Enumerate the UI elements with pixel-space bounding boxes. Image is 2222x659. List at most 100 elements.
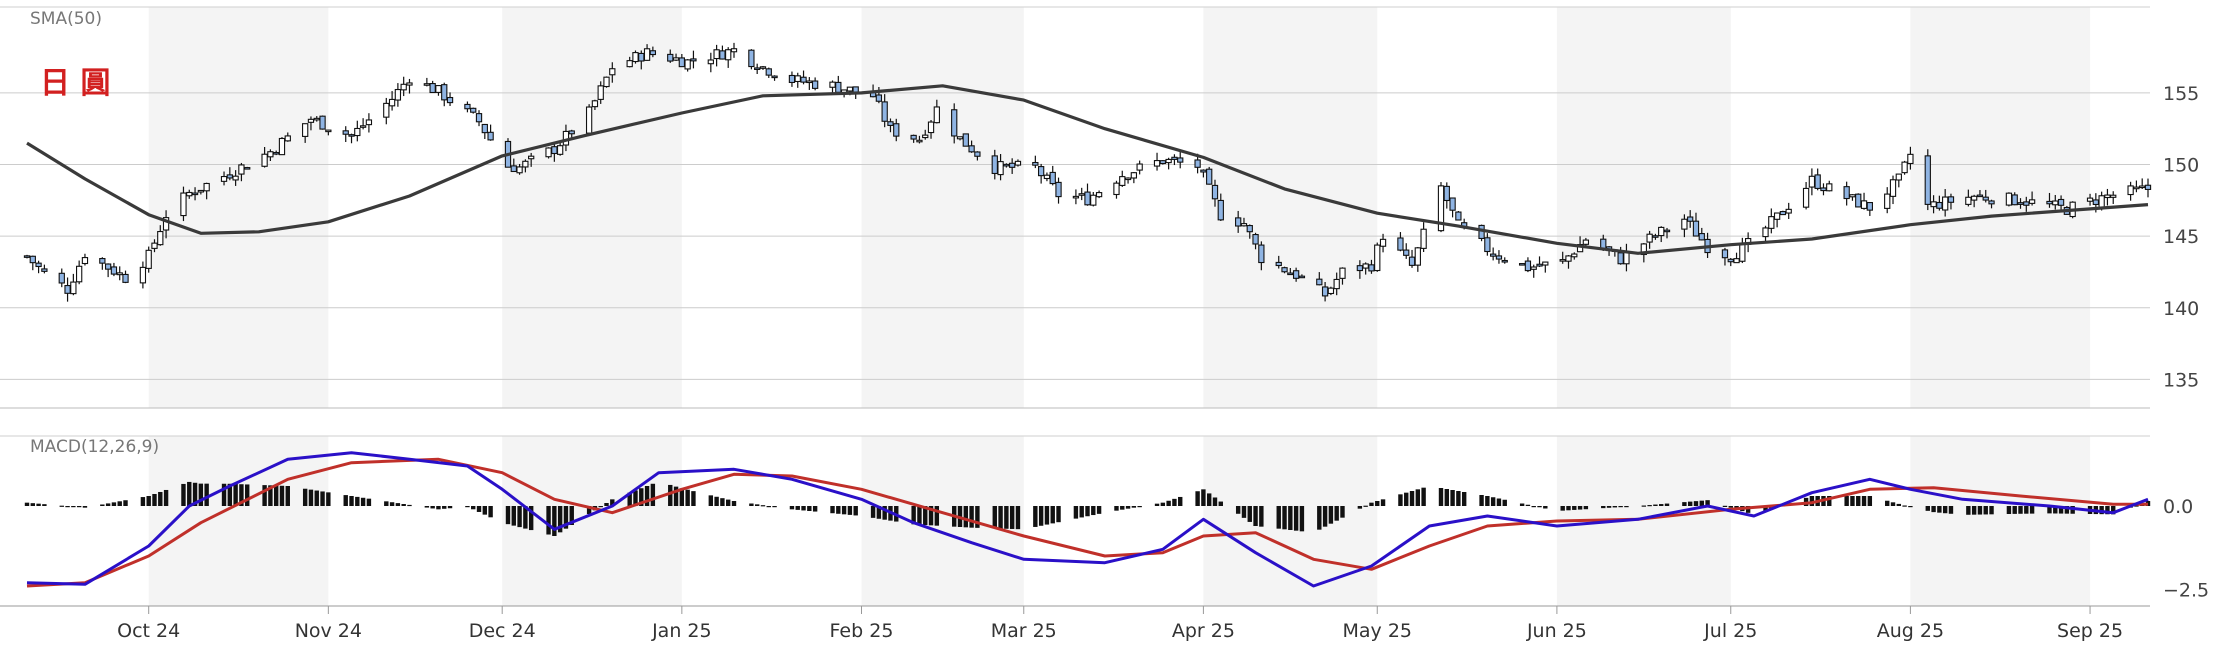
macd-hist-bar [1809,496,1815,506]
macd-hist-bar [1288,506,1293,530]
candle-body [162,217,170,231]
macd-hist-bar [934,506,940,526]
macd-hist-bar [1415,489,1421,506]
candle-body [1855,193,1862,208]
candle-body [1518,263,1526,266]
candle-body [1211,184,1219,200]
candle-body [342,130,349,135]
macd-hist-bar [917,506,922,525]
candle-body [1206,168,1213,185]
macd-hist-bar [673,486,679,506]
candle-body [626,60,633,68]
candle-body [273,152,280,155]
macd-hist-bar [1977,506,1983,515]
candle-body [788,74,796,84]
macd-hist-bar [644,486,650,506]
macd-hist-bar [2018,506,2023,514]
candle-body [1177,157,1184,163]
candle-body [388,98,396,107]
macd-hist-bar [355,496,360,506]
candle-body [1252,234,1259,245]
candle-body [446,96,454,104]
candle-body [1124,177,1132,181]
candle-body [470,107,477,113]
macd-hist-bar [2012,506,2017,514]
candle-body [771,75,778,79]
candle-body [203,182,210,192]
candle-body [1687,216,1694,222]
macd-hist-bar [1398,494,1403,506]
macd-hist-bar [2064,506,2070,514]
macd-hist-bar [1624,506,1629,508]
macd-hist-bar [668,484,673,506]
macd-hist-bar [1948,506,1954,514]
candle-body [226,174,233,179]
macd-hist-bar [349,496,354,506]
macd-hist-bar [1444,489,1449,506]
candle-body [2005,192,2013,206]
macd-hist-bar [384,501,389,506]
macd-hist-bar [766,506,771,508]
candle-body [835,81,842,93]
macd-hist-bar [876,506,882,519]
candle-body [2139,185,2146,189]
candle-body [1165,158,1172,164]
macd-hist-bar [586,506,592,514]
macd-hist-bar [30,503,35,506]
macd-hist-bar [1682,502,1687,506]
candle-body [1623,251,1630,265]
macd-hist-bar [152,493,157,506]
macd-hist-bar [401,504,406,506]
macd-hist-bar [1201,489,1206,506]
candle-body [81,257,89,265]
candle-body [2011,194,2018,206]
candle-body [2144,184,2152,190]
candle-body [609,68,616,76]
candle-body [1814,174,1821,189]
candle-body [765,68,772,76]
candle-body [1559,259,1566,262]
macd-hist-bar [1572,506,1577,510]
macd-hist-bar [1745,506,1751,513]
macd-hist-bar [471,506,476,510]
candle-body [1356,265,1364,272]
macd-hist-bar [1560,506,1565,511]
macd-hist-bar [1195,491,1200,506]
macd-hist-bar [610,499,615,506]
macd-hist-bar [1618,506,1623,508]
candle-body [806,80,813,84]
candle-body [29,255,36,264]
candle-body [1785,208,1792,214]
candle-body [1768,216,1775,229]
macd-hist-bar [685,489,690,506]
macd-hist-bar [343,495,348,506]
candle-body [1287,272,1294,276]
macd-hist-bar [65,506,70,508]
candle-body [510,165,517,173]
candle-body [556,145,564,155]
macd-hist-bar [633,490,638,506]
candle-body [1072,195,1080,199]
macd-hist-bar [1125,506,1131,509]
macd-hist-bar [1856,496,1861,506]
macd-hist-bar [992,506,997,529]
candle-body [522,160,529,168]
month-label: Oct 24 [117,620,180,642]
macd-hist-bar [1131,506,1137,508]
macd-hist-bar [1091,506,1096,516]
candle-body [232,175,239,181]
candle-body [1292,270,1300,279]
macd-hist-bar [447,506,453,509]
candle-body [672,57,680,61]
candle-body [707,59,714,65]
candle-body [603,76,610,88]
macd-hist-bar [517,506,522,528]
macd-hist-bar [488,506,493,518]
macd-hist-bar [1247,506,1252,522]
macd-hist-bar [1902,505,1907,507]
macd-hist-bar [1404,492,1409,506]
candle-body [1258,244,1265,264]
candle-body [528,155,535,160]
candle-body [1542,261,1549,266]
candle-body [70,281,77,295]
